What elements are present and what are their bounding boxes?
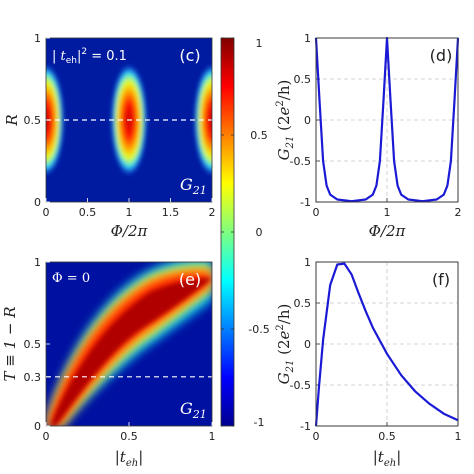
- panel-c-label: (c): [179, 46, 200, 65]
- x-tick-label: 1.5: [162, 206, 180, 219]
- y-tick-label: 1: [304, 32, 311, 45]
- line-f-series: [314, 262, 459, 427]
- colorbar-tick-label: 0: [256, 226, 263, 239]
- line-d-frame: [315, 37, 459, 203]
- colorbar-tick-label: 1: [256, 37, 263, 50]
- y-tick-label: 0: [34, 420, 41, 433]
- line-f-frame: [315, 261, 459, 427]
- y-tick-label: 0.5: [24, 338, 42, 351]
- y-tick-label: -1: [300, 196, 311, 209]
- heatmap-c-annotation: | teh|2 = 0.1: [52, 47, 127, 66]
- y-tick-label: 1: [34, 32, 41, 45]
- x-tick-label: 2: [209, 206, 216, 219]
- x-tick-label: 1: [209, 430, 216, 443]
- heatmap-e-inner-band: [46, 271, 212, 426]
- heatmap-c-y-label: R: [3, 114, 21, 126]
- y-tick-label: 1: [34, 256, 41, 269]
- y-tick-label: 0.3: [24, 371, 42, 384]
- y-tick-label: 0: [304, 114, 311, 127]
- x-tick-label: 0: [313, 430, 320, 443]
- heatmap-e-ticks: 0 0.5 1 0 0.3 0.5 1: [24, 256, 216, 443]
- colorbar: 1 0.5 0 -0.5 -1: [220, 37, 270, 429]
- heatmap-e-annotation: Φ = 0: [52, 271, 90, 286]
- line-f-x-label: |teh|: [373, 448, 402, 469]
- line-f-ticks: 0 0.5 1 -1 -0.5 0 0.5 1: [290, 256, 462, 443]
- y-tick-label: 0.5: [294, 297, 312, 310]
- panel-c-heatmap: 0 0.5 1 1.5 2 0 0.5 1 | teh|2 = 0.1 (c) G21 R Φ…: [3, 32, 216, 240]
- x-tick-label: 0: [43, 430, 50, 443]
- y-tick-label: -0.5: [290, 155, 311, 168]
- heatmap-e-map-label: G21: [180, 399, 207, 421]
- y-tick-label: 1: [304, 256, 311, 269]
- x-tick-label: 1: [126, 206, 133, 219]
- heatmap-e-y-label: T ≡ 1 − R: [1, 306, 19, 381]
- colorbar-ticks: 1 0.5 0 -0.5 -1: [221, 37, 270, 429]
- panel-d-line-chart: 0 1 2 -1 -0.5 0 0.5 1 (d) G21 (2e2/h) Φ/2π: [275, 32, 462, 240]
- colorbar-tick-label: -1: [254, 416, 265, 429]
- line-d-y-label: G21 (2e2/h): [275, 80, 296, 161]
- y-tick-label: 0: [34, 196, 41, 209]
- y-tick-label: 0.5: [24, 114, 42, 127]
- line-d-ticks: 0 1 2 -1 -0.5 0 0.5 1: [290, 32, 462, 219]
- heatmap-c-x-label: Φ/2π: [111, 222, 149, 240]
- y-tick-label: -1: [300, 420, 311, 433]
- colorbar-tick-label: -0.5: [248, 323, 269, 336]
- panel-f-line-chart: 0 0.5 1 -1 -0.5 0 0.5 1 (f) G21 (2e2/h) |teh|: [275, 256, 462, 469]
- line-d-x-label: Φ/2π: [369, 222, 407, 240]
- y-tick-label: -0.5: [290, 379, 311, 392]
- panel-e-heatmap: 0 0.5 1 0 0.3 0.5 1 Φ = 0 (e) G21 T ≡ 1 − R |t…: [1, 256, 216, 469]
- x-tick-label: 0.5: [79, 206, 97, 219]
- x-tick-label: 0.5: [378, 430, 396, 443]
- line-f-y-label: G21 (2e2/h): [275, 304, 296, 385]
- heatmap-c-ticks: 0 0.5 1 1.5 2 0 0.5 1: [24, 32, 216, 219]
- x-tick-label: 1: [384, 206, 391, 219]
- panel-e-label: (e): [179, 270, 201, 289]
- heatmap-e-x-label: |teh|: [115, 448, 144, 469]
- x-tick-label: 0.5: [120, 430, 138, 443]
- colorbar-tick-label: 0.5: [250, 129, 268, 142]
- y-tick-label: 0: [304, 338, 311, 351]
- line-d-grid: [316, 38, 458, 202]
- y-tick-label: 0.5: [294, 73, 312, 86]
- x-tick-label: 2: [455, 206, 462, 219]
- panel-d-label: (d): [430, 46, 453, 65]
- heatmap-c-map-label: G21: [180, 175, 207, 197]
- x-tick-label: 1: [455, 430, 462, 443]
- panel-f-label: (f): [432, 270, 450, 289]
- heatmap-e-core-band: [50, 278, 212, 426]
- x-tick-label: 0: [313, 206, 320, 219]
- x-tick-label: 0: [43, 206, 50, 219]
- line-f-grid: [316, 262, 458, 426]
